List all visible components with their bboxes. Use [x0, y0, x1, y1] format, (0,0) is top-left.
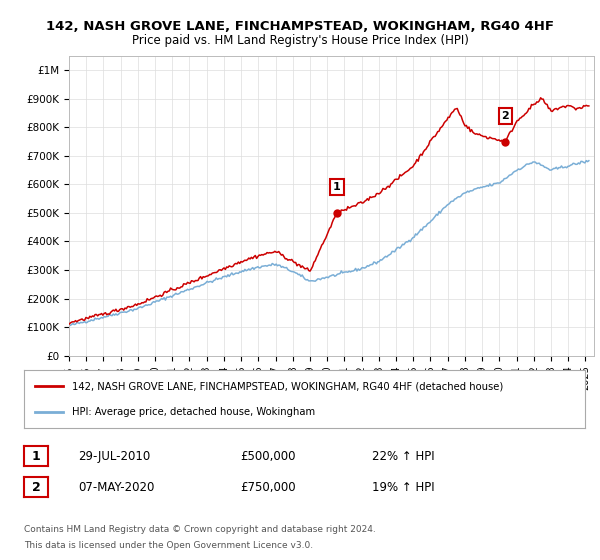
Text: £500,000: £500,000 — [240, 450, 296, 463]
Text: Price paid vs. HM Land Registry's House Price Index (HPI): Price paid vs. HM Land Registry's House … — [131, 34, 469, 46]
Text: 29-JUL-2010: 29-JUL-2010 — [78, 450, 150, 463]
Text: £750,000: £750,000 — [240, 480, 296, 494]
Text: 2: 2 — [502, 111, 509, 121]
Text: This data is licensed under the Open Government Licence v3.0.: This data is licensed under the Open Gov… — [24, 542, 313, 550]
Text: 07-MAY-2020: 07-MAY-2020 — [78, 480, 154, 494]
Text: Contains HM Land Registry data © Crown copyright and database right 2024.: Contains HM Land Registry data © Crown c… — [24, 525, 376, 534]
Text: 1: 1 — [333, 182, 341, 192]
Text: 22% ↑ HPI: 22% ↑ HPI — [372, 450, 434, 463]
Text: 19% ↑ HPI: 19% ↑ HPI — [372, 480, 434, 494]
Text: 142, NASH GROVE LANE, FINCHAMPSTEAD, WOKINGHAM, RG40 4HF: 142, NASH GROVE LANE, FINCHAMPSTEAD, WOK… — [46, 20, 554, 32]
Text: 2: 2 — [32, 480, 40, 494]
Text: 1: 1 — [32, 450, 40, 463]
Text: 142, NASH GROVE LANE, FINCHAMPSTEAD, WOKINGHAM, RG40 4HF (detached house): 142, NASH GROVE LANE, FINCHAMPSTEAD, WOK… — [71, 381, 503, 391]
Text: HPI: Average price, detached house, Wokingham: HPI: Average price, detached house, Woki… — [71, 407, 315, 417]
